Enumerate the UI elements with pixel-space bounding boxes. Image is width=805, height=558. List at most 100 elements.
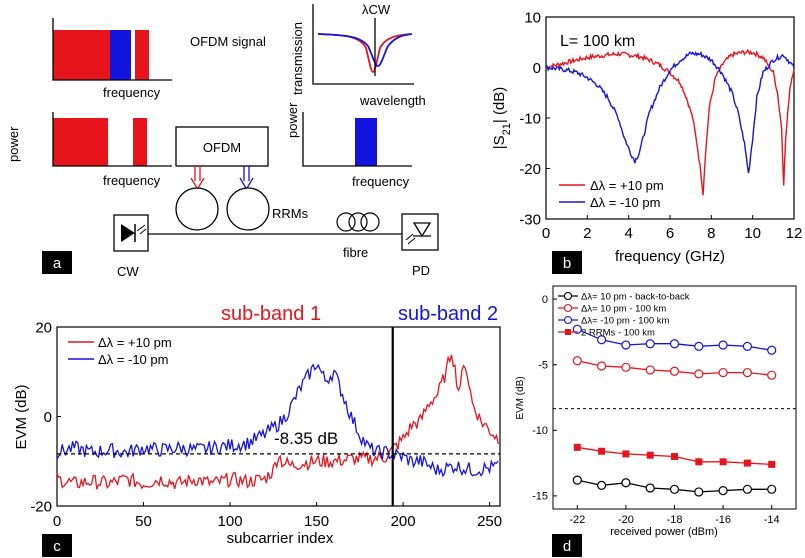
spectrum-blue-block — [110, 30, 131, 80]
data-point — [621, 478, 631, 488]
transmission-red-curve — [317, 33, 411, 73]
panel-letter-d-bg — [552, 534, 582, 557]
data-point — [573, 443, 581, 451]
data-point — [645, 339, 655, 349]
data-point — [572, 356, 582, 366]
data-point — [742, 341, 753, 351]
cw-diode-symbol — [121, 224, 135, 242]
x-axis-label: received power (dBm) — [610, 526, 718, 538]
legend-entry: Δλ= 10 pm - back-to-back — [581, 292, 690, 303]
spectrum-blue-block — [355, 118, 377, 166]
x-axis-label: subcarrier index — [227, 530, 334, 547]
data-point — [694, 369, 704, 379]
data-point — [596, 480, 607, 490]
data-point — [669, 339, 680, 349]
x-tick-label: 100 — [218, 513, 243, 530]
x-tick-label: 0 — [542, 225, 550, 242]
spectrum-xlabel: frequency — [103, 85, 161, 100]
y-tick-label: 0 — [542, 294, 548, 306]
data-point — [621, 362, 631, 372]
legend-marker — [565, 329, 571, 335]
data-point — [572, 324, 582, 334]
series-line — [56, 363, 499, 478]
data-point — [598, 447, 606, 455]
data-point — [718, 486, 728, 496]
power-ylabel-left: power — [6, 126, 21, 162]
spectrum-xlabel: frequency — [103, 173, 161, 188]
ofdm-signal-label: OFDM signal — [190, 34, 266, 49]
panel-b-s21-chart: 0 2 4 6 8 10 12 10 0 -10 -20 -30 L= 100 km |S21| (d… — [491, 9, 802, 274]
power-ylabel-right: power — [285, 102, 300, 138]
panel-d-evm-power-chart: -22 -20 -18 -16 -14 0 -5 -10 -15 EVM (dB) receiv… — [515, 285, 797, 557]
data-point — [572, 475, 582, 485]
series-line — [545, 50, 795, 174]
panel-a-schematic: frequency OFDM signal λCW transmission w… — [6, 2, 439, 279]
y-tick-label: -10 — [519, 110, 541, 127]
lambda-cw-label: λCW — [362, 2, 391, 17]
legend-marker — [563, 291, 573, 301]
data-point — [767, 345, 777, 355]
band-label-1: sub-band 1 — [221, 303, 321, 325]
x-tick-label: -22 — [569, 514, 585, 526]
spectrum-red-block — [133, 118, 147, 166]
rrms-label: RRMs — [272, 206, 309, 221]
rrm-ring — [175, 187, 219, 231]
data-point — [767, 484, 777, 494]
blue-arrow — [239, 166, 254, 191]
x-tick-label: 2 — [583, 225, 591, 242]
x-tick-label: 4 — [624, 225, 632, 242]
x-axis-label: frequency (GHz) — [615, 248, 725, 265]
data-point — [669, 484, 680, 494]
ofdm-box-label: OFDM — [203, 140, 241, 155]
legend-entry: Δλ = +10 pm — [590, 178, 664, 193]
spectrum-red-block — [53, 30, 110, 80]
legend: Δλ = +10 pm Δλ = -10 pm — [68, 335, 172, 367]
x-tick-label: 10 — [744, 225, 761, 242]
legend-entry: Δλ = +10 pm — [98, 335, 172, 350]
panel-letter-b-bg — [552, 251, 582, 274]
cw-label: CW — [117, 264, 139, 279]
transmission-blue-curve — [317, 33, 413, 67]
data-point — [767, 370, 777, 380]
pd-label: PD — [412, 263, 430, 278]
data-point — [742, 367, 753, 378]
legend-entry: Δλ = -10 pm — [590, 195, 660, 210]
data-point — [621, 340, 631, 350]
y-axis-label: EVM (dB) — [13, 384, 30, 449]
data-point — [646, 451, 654, 459]
x-tick-label: -14 — [764, 514, 780, 526]
data-point — [695, 458, 703, 466]
data-point — [694, 341, 704, 351]
ofdm-box — [175, 126, 269, 167]
spectrum-red-block — [53, 118, 108, 166]
legend-entry: Δλ= 10 pm - 100 km — [581, 304, 666, 315]
panel-letter-d: d — [563, 538, 571, 555]
x-tick-label: 12 — [786, 225, 803, 242]
panel-letter-a: a — [53, 255, 62, 272]
y-tick-label: -10 — [532, 425, 548, 437]
data-point — [671, 453, 678, 461]
spectrum-axes — [52, 18, 172, 81]
x-tick-label: 50 — [135, 513, 152, 530]
spectrum-xlabel: frequency — [352, 174, 410, 189]
legend-marker — [563, 303, 573, 313]
rrm-ring — [226, 187, 270, 231]
y-tick-label: -5 — [538, 360, 548, 372]
panel-letter-c-bg — [42, 534, 72, 557]
data-point — [669, 366, 680, 376]
y-tick-label: -15 — [532, 491, 548, 503]
y-tick-label: -20 — [519, 161, 541, 178]
data-point — [645, 365, 655, 375]
y-tick-label: 20 — [35, 319, 52, 336]
data-point — [718, 340, 728, 350]
x-tick-label: 6 — [666, 225, 674, 242]
y-tick-label: 0 — [533, 60, 541, 77]
legend-entry: Δλ = -10 pm — [98, 352, 168, 367]
transmission-ylabel: transmission — [290, 22, 305, 95]
data-point — [596, 335, 607, 345]
reference-line-label: -8.35 dB — [274, 429, 338, 448]
data-point — [645, 483, 655, 493]
